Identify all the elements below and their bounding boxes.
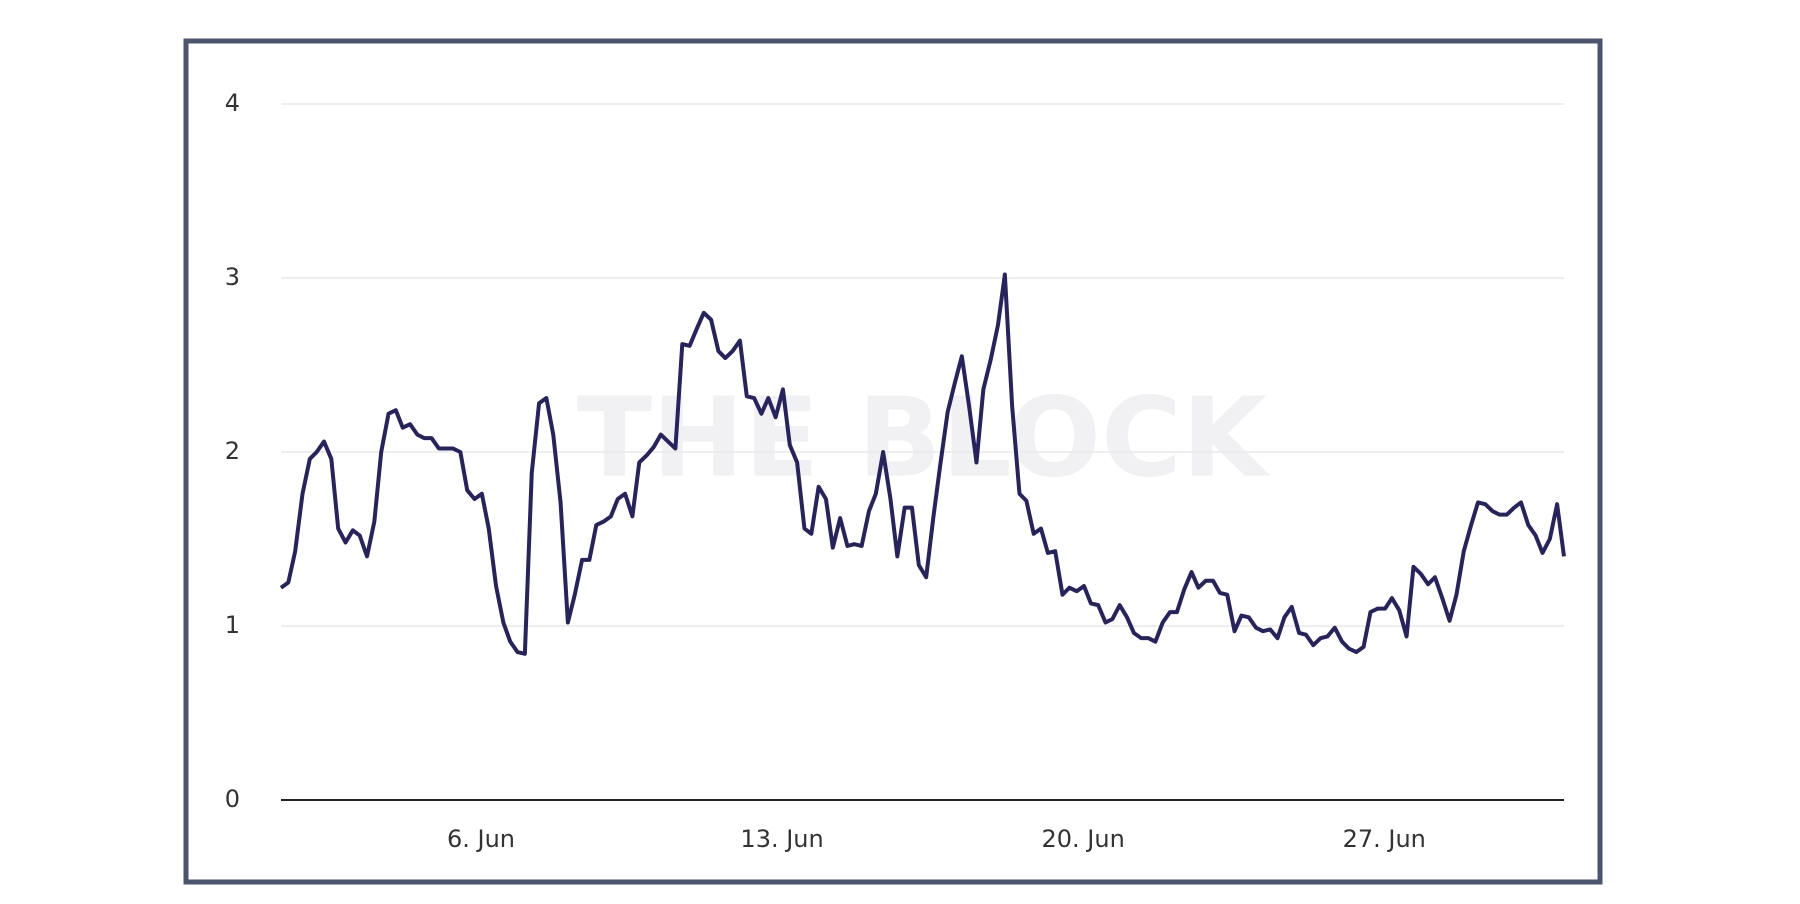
y-tick-label: 4	[225, 89, 240, 117]
x-tick-label: 27. Jun	[1343, 825, 1426, 853]
x-tick-label: 13. Jun	[740, 825, 823, 853]
y-tick-label: 0	[225, 785, 240, 813]
data-line	[279, 272, 1566, 656]
x-tick-label: 6. Jun	[447, 825, 515, 853]
frame	[183, 38, 1603, 885]
watermark: THE BLOCK	[577, 373, 1271, 501]
y-tick-label: 1	[225, 611, 240, 639]
x-tick-label: 20. Jun	[1041, 825, 1124, 853]
y-tick-label: 2	[225, 437, 240, 465]
y-tick-label: 3	[225, 263, 240, 291]
